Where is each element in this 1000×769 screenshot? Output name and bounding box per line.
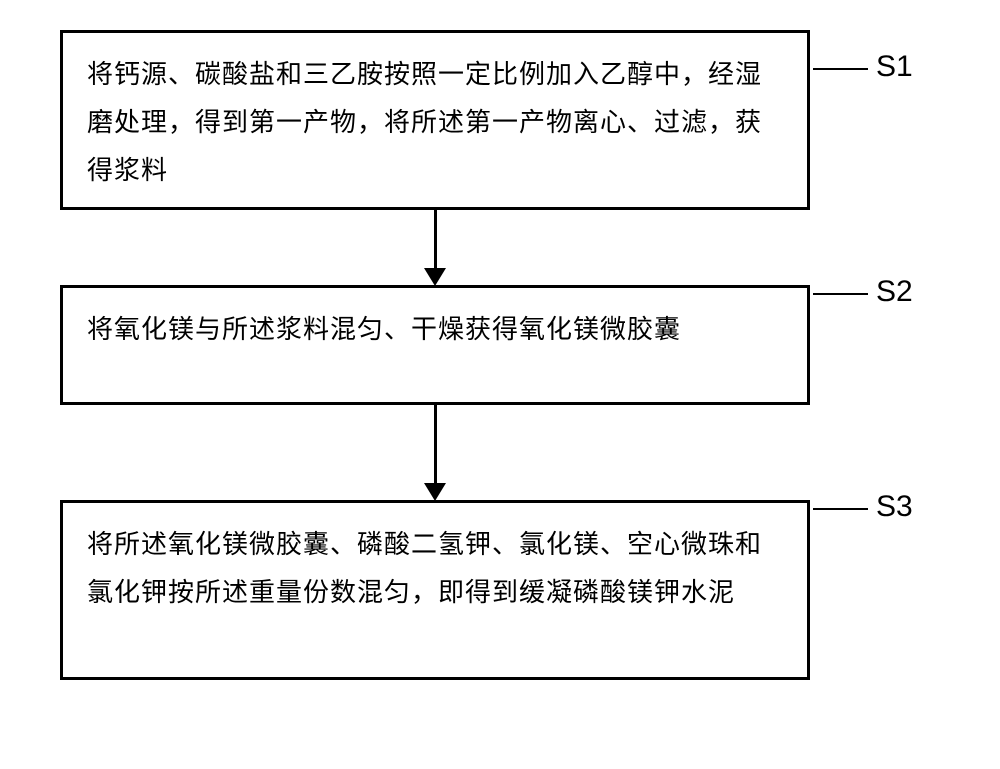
step-text: 将氧化镁与所述浆料混匀、干燥获得氧化镁微胶囊 <box>87 306 783 354</box>
step-label: S2 <box>876 275 913 309</box>
arrow-down <box>60 210 810 285</box>
step-text: 将所述氧化镁微胶囊、磷酸二氢钾、氯化镁、空心微珠和氯化钾按所述重量份数混匀，即得… <box>87 521 783 617</box>
step-box-s3: 将所述氧化镁微胶囊、磷酸二氢钾、氯化镁、空心微珠和氯化钾按所述重量份数混匀，即得… <box>60 500 810 680</box>
step-text: 将钙源、碳酸盐和三乙胺按照一定比例加入乙醇中，经湿磨处理，得到第一产物，将所述第… <box>87 51 783 195</box>
leader-line <box>813 508 868 510</box>
step-label: S3 <box>876 490 913 524</box>
flowchart-container: 将钙源、碳酸盐和三乙胺按照一定比例加入乙醇中，经湿磨处理，得到第一产物，将所述第… <box>60 30 940 680</box>
step-label: S1 <box>876 50 913 84</box>
arrow-line <box>434 405 437 484</box>
leader-line <box>813 293 868 295</box>
arrow-line <box>434 210 437 269</box>
step-box-s2: 将氧化镁与所述浆料混匀、干燥获得氧化镁微胶囊S2 <box>60 285 810 405</box>
leader-line <box>813 68 868 70</box>
arrow-head-icon <box>424 268 446 286</box>
arrow-head-icon <box>424 483 446 501</box>
step-box-s1: 将钙源、碳酸盐和三乙胺按照一定比例加入乙醇中，经湿磨处理，得到第一产物，将所述第… <box>60 30 810 210</box>
arrow-down <box>60 405 810 500</box>
